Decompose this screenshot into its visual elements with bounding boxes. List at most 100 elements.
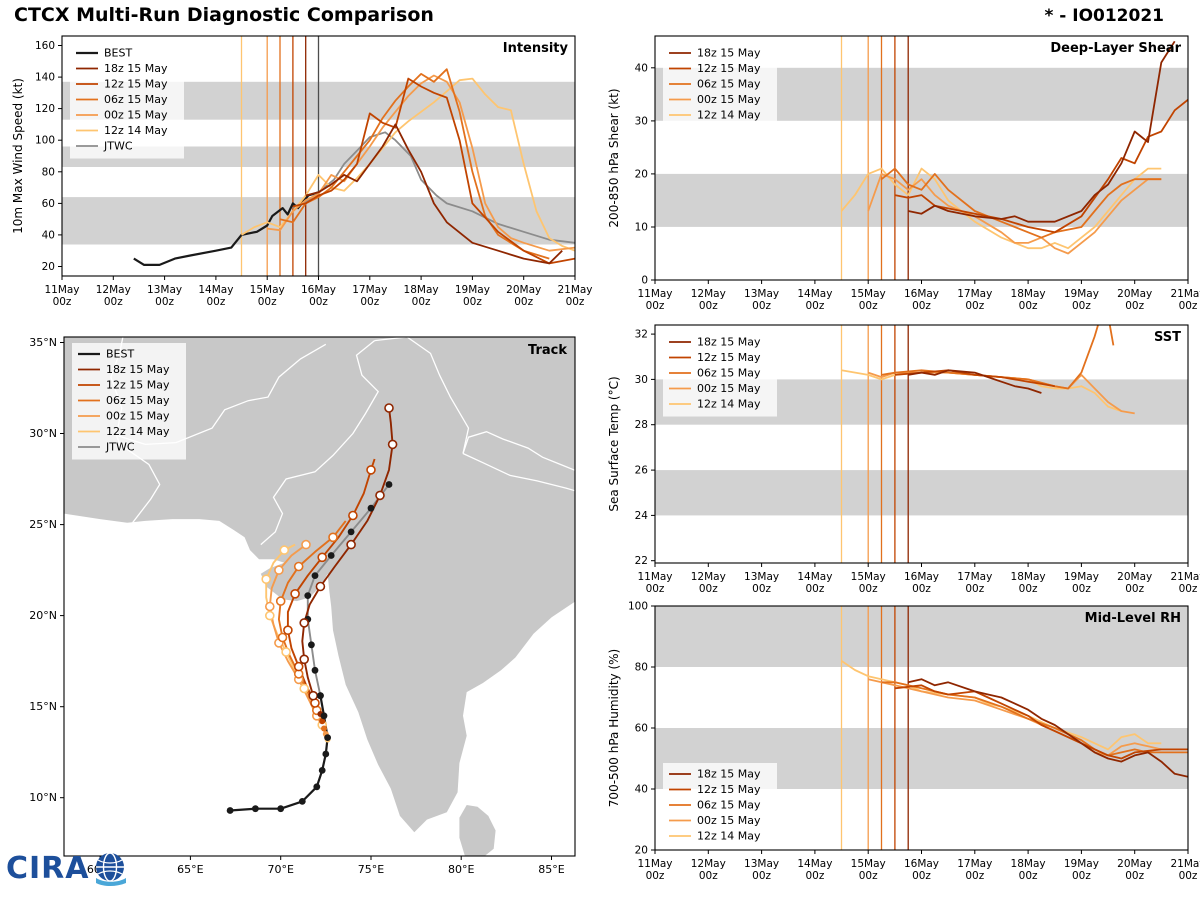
svg-text:13May: 13May [744,858,779,870]
svg-text:16May: 16May [301,284,336,296]
svg-text:06z 15 May: 06z 15 May [106,394,170,407]
svg-text:00z: 00z [53,296,72,308]
svg-text:00z: 00z [412,296,431,308]
intensity-chart: 11May 00z 12May 00z 13May 00z 14May 00z 15May 00z… [0,28,600,324]
svg-text:00z: 00z [912,583,931,595]
svg-text:200-850 hPa Shear (kt): 200-850 hPa Shear (kt) [607,88,621,227]
svg-text:16May: 16May [904,571,939,583]
svg-text:00z: 00z [1019,870,1038,882]
svg-text:Deep-Layer Shear: Deep-Layer Shear [1050,41,1181,56]
svg-text:12z 15 May: 12z 15 May [697,351,761,364]
svg-text:00z: 00z [1179,870,1198,882]
svg-text:00z: 00z [1072,870,1091,882]
svg-text:60: 60 [42,198,55,210]
shear-chart: 11May 00z 12May 00z 13May 00z 14May 00z 15May 00z… [600,28,1200,332]
track-map: 60°E65°E70°E75°E80°E85°E10°N15°N20°N25°N… [0,318,600,900]
svg-text:120: 120 [35,103,55,115]
svg-text:00z: 00z [1019,300,1038,312]
svg-text:00z: 00z [912,300,931,312]
svg-text:00z: 00z [859,870,878,882]
page-title: CTCX Multi-Run Diagnostic Comparison [14,4,434,26]
svg-text:13May: 13May [744,571,779,583]
svg-text:18May: 18May [404,284,439,296]
svg-text:00z: 00z [206,296,225,308]
svg-text:21May: 21May [1170,858,1200,870]
svg-text:18z 15 May: 18z 15 May [697,47,761,60]
svg-text:00z: 00z [566,296,585,308]
svg-text:140: 140 [35,72,55,84]
svg-text:00z: 00z [463,296,482,308]
svg-text:06z 15 May: 06z 15 May [697,799,761,812]
svg-text:80°E: 80°E [448,863,474,876]
svg-text:00z 15 May: 00z 15 May [106,410,170,423]
svg-text:20May: 20May [506,284,541,296]
svg-text:00z: 00z [309,296,328,308]
svg-text:00z: 00z [104,296,123,308]
svg-text:70°E: 70°E [267,863,293,876]
svg-text:12z 15 May: 12z 15 May [697,783,761,796]
svg-text:14May: 14May [198,284,233,296]
svg-text:60: 60 [635,723,648,735]
svg-text:18z 15 May: 18z 15 May [697,336,761,349]
svg-text:JTWC: JTWC [105,441,135,454]
svg-text:15May: 15May [851,858,886,870]
storm-id-label: * - IO012021 [1044,6,1164,26]
svg-text:00z: 00z [859,300,878,312]
svg-text:18May: 18May [1011,858,1046,870]
svg-text:80: 80 [42,166,55,178]
svg-text:12May: 12May [96,284,131,296]
svg-text:11May: 11May [637,288,672,300]
svg-text:85°E: 85°E [538,863,564,876]
svg-text:06z 15 May: 06z 15 May [104,93,168,106]
svg-text:00z 15 May: 00z 15 May [697,382,761,395]
svg-text:00z: 00z [859,583,878,595]
svg-text:06z 15 May: 06z 15 May [697,367,761,380]
svg-text:12z 14 May: 12z 14 May [697,830,761,843]
svg-text:12May: 12May [691,571,726,583]
svg-text:BEST: BEST [104,47,132,60]
svg-text:20: 20 [635,845,648,857]
svg-text:18z 15 May: 18z 15 May [697,768,761,781]
svg-text:30°N: 30°N [29,427,57,440]
svg-text:Sea Surface Temp (°C): Sea Surface Temp (°C) [607,376,621,511]
svg-text:19May: 19May [455,284,490,296]
svg-text:12z 14 May: 12z 14 May [106,425,170,438]
svg-text:0: 0 [641,275,648,287]
svg-text:15May: 15May [851,571,886,583]
svg-text:00z: 00z [752,583,771,595]
svg-text:11May: 11May [44,284,79,296]
svg-text:26: 26 [635,465,649,477]
svg-text:15May: 15May [851,288,886,300]
svg-text:00z: 00z [1125,583,1144,595]
svg-text:11May: 11May [637,571,672,583]
svg-text:17May: 17May [352,284,387,296]
svg-text:00z: 00z [514,296,533,308]
svg-text:35°N: 35°N [29,336,57,349]
svg-text:10°N: 10°N [29,791,57,804]
svg-text:00z: 00z [646,870,665,882]
svg-text:22: 22 [635,555,648,567]
cira-logo-text: CIRA [6,850,90,886]
svg-text:17May: 17May [957,858,992,870]
svg-text:18May: 18May [1011,288,1046,300]
svg-text:SST: SST [1154,330,1181,345]
svg-text:30: 30 [635,115,648,127]
svg-text:16May: 16May [904,288,939,300]
svg-text:19May: 19May [1064,858,1099,870]
cira-logo: CIRA [6,850,128,886]
svg-text:10: 10 [635,222,648,234]
svg-text:12z 14 May: 12z 14 May [104,124,168,137]
svg-text:80: 80 [635,662,648,674]
svg-text:40: 40 [42,229,55,241]
svg-text:Mid-Level RH: Mid-Level RH [1085,611,1181,626]
svg-text:00z: 00z [258,296,277,308]
svg-text:30: 30 [635,374,648,386]
svg-text:00z: 00z [646,583,665,595]
svg-text:Intensity: Intensity [503,41,569,56]
svg-text:19May: 19May [1064,288,1099,300]
svg-text:12z 15 May: 12z 15 May [106,379,170,392]
svg-text:00z: 00z [752,300,771,312]
svg-text:160: 160 [35,40,55,52]
svg-text:12z 15 May: 12z 15 May [104,78,168,91]
